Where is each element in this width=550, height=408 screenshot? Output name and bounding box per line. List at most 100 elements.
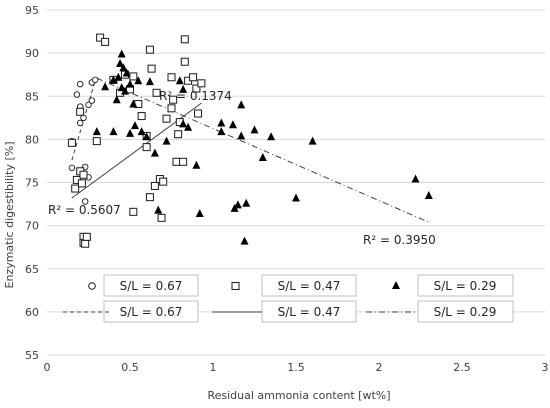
data-point-triangle <box>217 118 226 127</box>
data-point-square <box>76 107 85 116</box>
y-tick-label: 75 <box>25 177 39 190</box>
y-tick-label: 55 <box>25 349 39 362</box>
data-point-triangle <box>267 132 276 141</box>
data-point-triangle <box>130 121 139 130</box>
data-point-square <box>150 181 159 190</box>
y-tick-label: 90 <box>25 47 39 60</box>
data-point-square <box>152 88 161 97</box>
data-point-circle <box>76 80 84 88</box>
x-tick-label: 2.5 <box>453 361 471 374</box>
data-point-triangle <box>142 132 151 141</box>
legend-box-029 <box>417 274 514 297</box>
x-tick-label: 1.5 <box>287 361 305 374</box>
y-tick-label: 95 <box>25 4 39 17</box>
y-tick-label: 60 <box>25 306 39 319</box>
data-point-square <box>167 73 176 82</box>
data-point-triangle <box>237 100 246 109</box>
data-point-circle <box>85 101 92 109</box>
data-point-triangle <box>121 86 130 95</box>
data-point-triangle <box>109 127 118 136</box>
data-point-square <box>71 184 80 193</box>
data-point-square <box>137 112 146 121</box>
data-point-triangle <box>233 200 242 209</box>
data-point-triangle <box>162 136 171 145</box>
data-point-square <box>197 79 206 88</box>
y-tick-labels: 55 60 65 70 75 80 85 90 95 <box>25 4 39 362</box>
data-point-triangle <box>154 205 163 214</box>
data-point-triangle <box>126 79 134 88</box>
data-points <box>67 33 433 248</box>
data-point-square <box>67 138 76 147</box>
r2-label-029: R² = 0.3950 <box>363 233 436 247</box>
data-point-triangle <box>179 119 188 128</box>
legend-box-067 <box>103 274 199 297</box>
legend-label-047: S/L = 0.47 <box>278 279 341 293</box>
data-point-square <box>82 232 91 241</box>
data-point-triangle <box>137 127 146 136</box>
data-point-triangle <box>109 75 118 84</box>
x-tick-label: 0.5 <box>121 361 139 374</box>
data-point-triangle <box>217 127 226 136</box>
data-point-square <box>167 104 176 113</box>
data-point-square <box>92 137 101 146</box>
data-point-circle <box>68 164 76 172</box>
data-point-square <box>101 37 110 46</box>
trendline-dash-dot <box>96 77 429 223</box>
legend-square-marker <box>231 282 240 290</box>
data-point-triangle <box>129 99 138 108</box>
data-point-circle <box>88 97 96 104</box>
x-tick-label: 2 <box>376 361 383 374</box>
data-point-triangle <box>112 95 121 104</box>
data-point-square <box>172 157 181 166</box>
data-point-triangle <box>126 128 134 137</box>
legend-label-029: S/L = 0.29 <box>434 279 497 293</box>
legend-label-067: S/L = 0.67 <box>120 279 183 293</box>
data-point-square <box>180 35 189 44</box>
data-point-triangle <box>308 136 317 145</box>
data-point-triangle <box>117 49 126 58</box>
data-point-circle <box>80 114 87 122</box>
data-point-triangle <box>116 58 125 67</box>
data-point-square <box>157 213 166 222</box>
data-point-square <box>169 95 178 104</box>
data-point-square <box>145 45 154 54</box>
data-point-square <box>159 177 168 186</box>
x-tick-labels: 0 0.5 1 1.5 2 2.5 3 <box>44 361 549 374</box>
data-point-circle <box>73 91 81 98</box>
data-point-square <box>194 109 203 118</box>
data-point-circle <box>81 198 89 205</box>
data-point-triangle <box>134 76 143 85</box>
legend-box-line-029 <box>417 300 514 323</box>
data-point-triangle <box>145 77 154 86</box>
x-tick-label: 0 <box>44 361 51 374</box>
data-point-triangle <box>411 174 420 183</box>
data-point-square <box>179 157 188 166</box>
x-tick-label: 1 <box>210 361 217 374</box>
data-point-triangle <box>117 83 126 92</box>
data-point-triangle <box>242 198 251 207</box>
data-point-triangle <box>292 193 300 202</box>
data-point-square <box>79 170 88 179</box>
trendlines <box>71 77 429 223</box>
data-point-square <box>147 64 156 73</box>
y-tick-label: 65 <box>25 263 39 276</box>
data-point-circle <box>91 76 99 84</box>
x-tick-label: 3 <box>542 361 549 374</box>
data-point-triangle <box>195 209 204 218</box>
legend-box-047 <box>261 274 357 297</box>
data-point-square <box>129 72 138 81</box>
data-point-square <box>129 207 138 216</box>
data-point-triangle <box>92 127 101 136</box>
data-point-triangle <box>237 131 246 140</box>
data-point-triangle <box>122 68 131 77</box>
legend-label-line-029: S/L = 0.29 <box>434 305 497 319</box>
y-tick-label: 70 <box>25 220 39 233</box>
r2-label-047: R² = 0.1374 <box>159 89 232 103</box>
data-point-square <box>145 193 154 202</box>
data-point-square <box>189 73 198 82</box>
data-point-square <box>142 143 151 152</box>
data-point-triangle <box>258 152 267 161</box>
data-point-triangle <box>175 76 184 85</box>
r2-label-067: R² = 0.5607 <box>48 203 121 217</box>
